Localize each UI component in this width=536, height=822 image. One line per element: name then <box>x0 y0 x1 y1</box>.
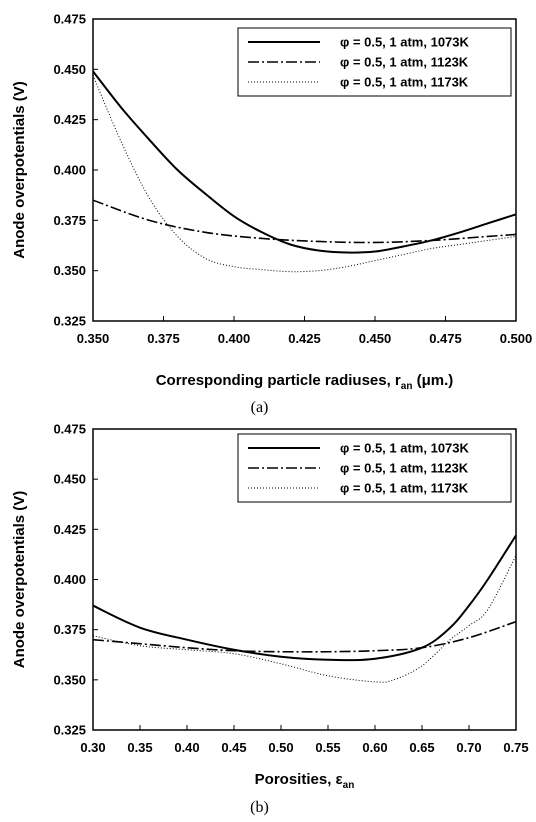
x-tick-label: 0.450 <box>359 331 392 346</box>
chart-2: 0.325 0.350 0.375 0.400 0.425 0.450 0.475 0.30 0… <box>11 422 529 817</box>
legend: φ = 0.5, 1 atm, 1073K φ = 0.5, 1 atm, 112… <box>237 27 512 97</box>
legend-label: φ = 0.5, 1 atm, 1073K <box>340 441 470 456</box>
series-line-1 <box>93 534 516 662</box>
y-tick-label: 0.325 <box>53 314 86 329</box>
x-tick-label: 0.55 <box>315 740 340 755</box>
y-tick-label: 0.425 <box>53 522 86 537</box>
y-tick-label: 0.350 <box>53 672 86 687</box>
x-tick-label: 0.40 <box>174 740 199 755</box>
chart-1: 0.325 0.350 0.375 0.400 0.425 0.450 0.475 0.350… <box>11 12 532 417</box>
x-tick-label: 0.45 <box>221 740 246 755</box>
x-tick-label: 0.60 <box>362 740 387 755</box>
subfigure-caption: (b) <box>250 799 269 816</box>
x-tick-label: 0.75 <box>503 740 528 755</box>
x-tick-label: 0.350 <box>77 331 110 346</box>
x-tick-label: 0.475 <box>429 331 462 346</box>
x-axis-label: Corresponding particle radiuses, ran (μm… <box>156 372 454 392</box>
x-tick-label: 0.500 <box>500 331 533 346</box>
x-tick-label: 0.65 <box>409 740 434 755</box>
x-tick-label: 0.35 <box>127 740 152 755</box>
x-axis-label: Porosities, εan <box>255 771 355 791</box>
legend-label: φ = 0.5, 1 atm, 1123K <box>340 55 469 70</box>
y-tick-label: 0.475 <box>53 422 86 437</box>
legend: φ = 0.5, 1 atm, 1073K φ = 0.5, 1 atm, 112… <box>237 433 512 503</box>
legend-label: φ = 0.5, 1 atm, 1073K <box>340 35 470 50</box>
y-axis-label: Anode overpotentials (V) <box>11 491 28 669</box>
series-line-1 <box>93 70 516 254</box>
series-line-2 <box>93 620 516 653</box>
y-tick-label: 0.450 <box>53 472 86 487</box>
y-tick-label: 0.400 <box>53 572 86 587</box>
y-tick-label: 0.325 <box>53 723 86 738</box>
x-tick-label: 0.70 <box>456 740 481 755</box>
y-tick-label: 0.400 <box>53 163 86 178</box>
x-tick-label: 0.375 <box>147 331 180 346</box>
legend-label: φ = 0.5, 1 atm, 1173K <box>340 75 469 90</box>
x-tick-label: 0.400 <box>218 331 251 346</box>
y-axis-label: Anode overpotentials (V) <box>11 81 28 259</box>
y-tick-label: 0.475 <box>53 12 86 27</box>
series-line-3 <box>93 555 516 683</box>
x-tick-label: 0.50 <box>268 740 293 755</box>
subfigure-caption: (a) <box>251 399 269 416</box>
series-line-2 <box>93 199 516 244</box>
x-tick-label: 0.30 <box>80 740 105 755</box>
legend-label: φ = 0.5, 1 atm, 1173K <box>340 481 469 496</box>
x-tick-label: 0.425 <box>288 331 321 346</box>
y-tick-label: 0.425 <box>53 112 86 127</box>
legend-box <box>237 27 512 97</box>
series-line-3 <box>93 75 516 273</box>
y-tick-label: 0.350 <box>53 263 86 278</box>
y-tick-label: 0.375 <box>53 213 86 228</box>
legend-label: φ = 0.5, 1 atm, 1123K <box>340 461 469 476</box>
y-tick-label: 0.450 <box>53 62 86 77</box>
legend-box <box>237 433 512 503</box>
y-tick-label: 0.375 <box>53 622 86 637</box>
